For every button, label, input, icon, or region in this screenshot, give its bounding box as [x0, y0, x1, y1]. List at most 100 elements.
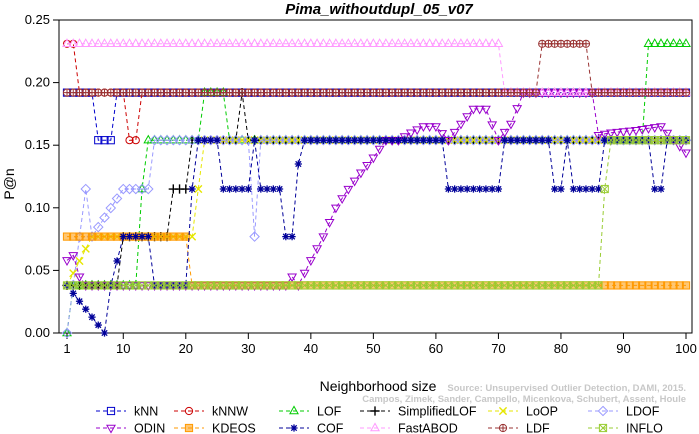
data-point [450, 281, 459, 290]
data-point [550, 281, 559, 290]
data-point [256, 281, 265, 290]
data-point [80, 183, 92, 195]
data-point [275, 185, 284, 193]
data-point [487, 38, 498, 47]
legend-label: kNNW [212, 405, 248, 419]
legend-label: SimplifiedLOF [398, 405, 477, 419]
data-point [594, 281, 603, 290]
data-point [413, 281, 422, 290]
data-point [326, 136, 334, 144]
data-point [494, 281, 503, 290]
x-tick-label: 90 [616, 341, 630, 356]
data-point [363, 136, 371, 144]
data-point [250, 136, 259, 144]
data-point [601, 136, 609, 144]
data-point [343, 38, 354, 47]
data-point [237, 38, 248, 47]
data-point [556, 281, 566, 290]
data-point [287, 281, 297, 290]
data-point [200, 136, 209, 144]
data-point [124, 282, 135, 292]
series-line [66, 92, 687, 287]
legend-item-odin: ODIN [96, 422, 165, 434]
data-point [106, 424, 116, 434]
legend-item-loop: LoOP [488, 405, 558, 419]
legend-item-lof: LOF [279, 405, 342, 419]
data-point [600, 184, 609, 194]
data-point [181, 232, 190, 241]
data-point [106, 136, 115, 145]
data-point [113, 257, 121, 265]
legend-label: LoOP [526, 405, 558, 419]
x-tick-label: 60 [429, 341, 443, 356]
data-point [498, 406, 508, 416]
data-point [62, 257, 72, 267]
x-tick-label: 20 [179, 341, 193, 356]
data-point [162, 38, 172, 47]
data-point [75, 256, 84, 266]
data-point [212, 281, 222, 290]
y-tick-label: 0.20 [25, 75, 50, 90]
data-point [499, 128, 510, 138]
data-point [474, 38, 485, 47]
data-point [631, 126, 641, 136]
data-point [118, 282, 129, 292]
data-point [294, 160, 302, 168]
data-point [312, 245, 323, 255]
data-point [532, 136, 540, 144]
legend-item-kdeos: KDEOS [174, 422, 256, 434]
data-point [588, 185, 596, 193]
data-point [255, 38, 266, 47]
data-point [62, 281, 72, 290]
data-point [124, 279, 135, 289]
data-point [319, 136, 327, 144]
data-point [444, 281, 453, 290]
data-point [99, 212, 110, 223]
data-point [257, 185, 265, 193]
data-point [488, 185, 496, 193]
data-point [293, 38, 304, 47]
data-point [87, 281, 97, 290]
data-point [568, 89, 579, 99]
data-point [649, 38, 660, 47]
data-point [137, 38, 147, 47]
data-point [249, 231, 260, 242]
data-point [405, 38, 416, 47]
data-point [370, 406, 380, 416]
data-point [156, 281, 165, 290]
data-point [551, 185, 559, 193]
data-point [119, 281, 128, 290]
data-point [344, 136, 352, 144]
data-point [369, 281, 378, 290]
data-point [512, 105, 523, 114]
data-point [142, 183, 154, 195]
x-axis: 1 10 20 30 40 50 60 70 80 90 100 [63, 333, 697, 356]
data-point [430, 38, 441, 47]
data-point [412, 38, 423, 47]
data-point [218, 38, 229, 47]
data-point [194, 281, 203, 290]
data-point [594, 281, 603, 290]
data-point [62, 327, 72, 337]
data-point [606, 129, 616, 139]
data-point [674, 38, 685, 47]
data-point [412, 126, 423, 136]
legend-item-ldof: LDOF [588, 405, 660, 419]
data-point [289, 405, 299, 415]
data-point [330, 204, 341, 214]
data-point [469, 185, 478, 193]
data-point [376, 136, 384, 144]
data-point [644, 136, 653, 145]
data-point [650, 136, 659, 145]
data-point [193, 38, 204, 47]
data-point [75, 297, 84, 305]
plot-frame [58, 19, 693, 334]
data-point [388, 281, 397, 290]
data-point [87, 38, 97, 47]
data-point [92, 221, 104, 233]
data-point [282, 232, 290, 241]
legend-item-cof: COF [279, 422, 344, 434]
data-point [393, 38, 404, 47]
legend-label: INFLO [626, 422, 663, 434]
data-point [457, 185, 465, 193]
